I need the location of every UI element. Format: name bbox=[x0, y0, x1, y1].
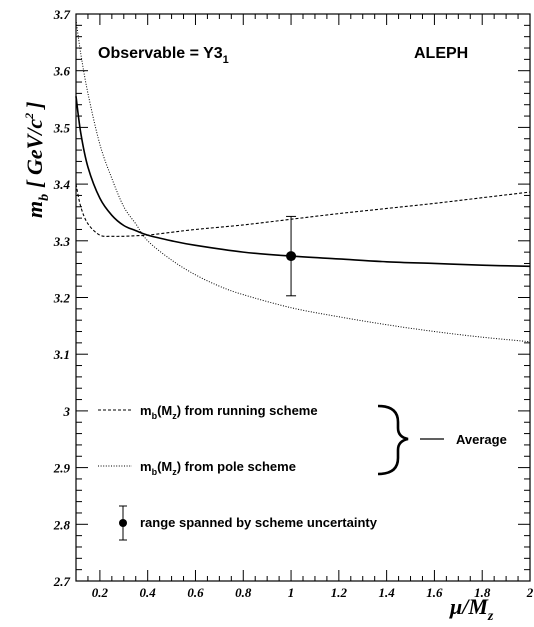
y-axis-title: mb[ GeV/c2] bbox=[22, 102, 52, 218]
x-tick-label: 0.8 bbox=[235, 585, 252, 600]
axis-ticks: 0.2 0.4 0.6 0.8 1 1.2 1.4 1.6 1.8 2 2.7 2.8 2.9 3 3.1 3… bbox=[53, 7, 534, 600]
x-tick-label: 1.8 bbox=[474, 585, 491, 600]
experiment-label: ALEPH bbox=[414, 45, 468, 62]
measurement-point bbox=[286, 251, 297, 262]
y-tick-label: 2.8 bbox=[53, 517, 71, 532]
y-tick-label: 3 bbox=[63, 404, 71, 419]
x-tick-label: 1.6 bbox=[426, 585, 443, 600]
y-tick-label: 2.7 bbox=[53, 574, 71, 589]
legend-entry-average: Average bbox=[456, 432, 507, 447]
x-tick-label: 0.4 bbox=[140, 585, 157, 600]
legend-swatch-point bbox=[119, 519, 127, 527]
y-tick-label: 3.6 bbox=[53, 64, 71, 79]
series-line-dashed bbox=[75, 183, 531, 237]
series-layer bbox=[75, 19, 531, 343]
y-tick-label: 2.9 bbox=[53, 461, 71, 476]
x-tick-label: 1.2 bbox=[331, 585, 348, 600]
x-axis-title: μ/Mz bbox=[449, 594, 494, 624]
legend: mb(Mz) from running scheme mb(Mz) from p… bbox=[98, 403, 507, 541]
y-tick-label: 3.1 bbox=[53, 347, 70, 362]
x-tick-label: 1 bbox=[288, 585, 295, 600]
x-tick-label: 2 bbox=[526, 585, 534, 600]
series-line-solid bbox=[75, 96, 531, 268]
legend-entry-range: range spanned by scheme uncertainty bbox=[140, 515, 378, 530]
y-tick-label: 3.7 bbox=[53, 7, 71, 22]
x-tick-label: 1.4 bbox=[379, 585, 396, 600]
y-tick-label: 3.3 bbox=[53, 234, 71, 249]
legend-entry-running: mb(Mz) from running scheme bbox=[140, 403, 318, 421]
measurement-point-layer bbox=[286, 215, 297, 297]
x-tick-label: 0.2 bbox=[92, 585, 109, 600]
x-tick-label: 0.6 bbox=[187, 585, 204, 600]
y-tick-label: 3.5 bbox=[53, 120, 71, 135]
observable-label: Observable = Y31 bbox=[98, 45, 229, 66]
y-tick-label: 3.4 bbox=[53, 177, 71, 192]
legend-entry-pole: mb(Mz) from pole scheme bbox=[140, 459, 296, 477]
legend-brace bbox=[377, 404, 409, 476]
series-line-dotted bbox=[75, 19, 531, 343]
y-tick-label: 3.2 bbox=[53, 291, 71, 306]
